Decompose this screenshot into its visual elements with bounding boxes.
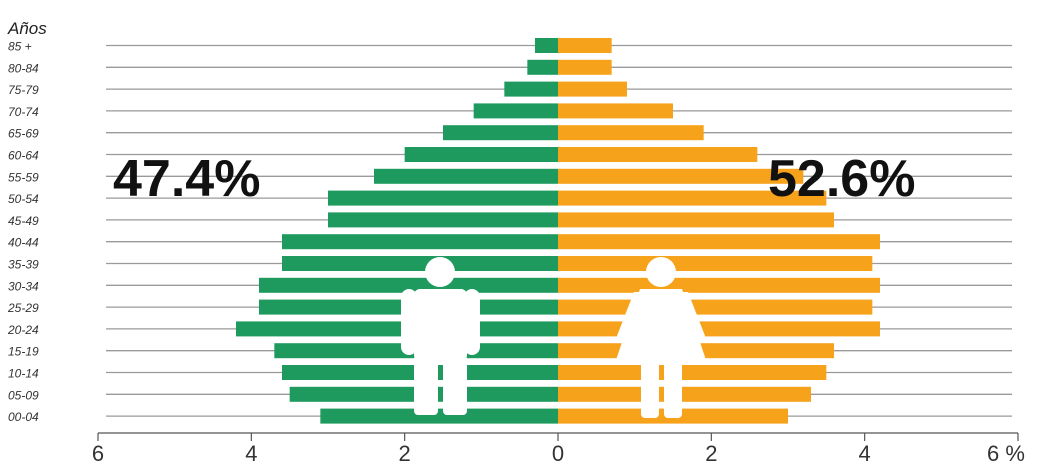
female-bar-60-64	[558, 147, 758, 162]
male-total-label: 47.4%	[113, 150, 260, 208]
male-bar-60-64	[404, 147, 558, 162]
male-bar-45-49	[328, 212, 558, 228]
age-group-label: 85 +	[8, 40, 32, 54]
female-bar-45-49	[558, 212, 834, 228]
x-tick-label: 4	[859, 441, 871, 466]
age-group-label: 50-54	[8, 192, 39, 206]
female-bar-40-44	[558, 234, 880, 250]
age-group-label: 20-24	[7, 323, 39, 337]
male-bar-35-39	[282, 256, 558, 271]
age-group-label: 15-19	[8, 345, 39, 359]
female-total-label: 52.6%	[768, 150, 915, 208]
male-bar-65-69	[443, 125, 558, 141]
age-group-label: 55-59	[8, 170, 39, 184]
age-group-label: 80-84	[8, 61, 39, 75]
age-group-label: 40-44	[8, 236, 39, 250]
female-bar-70-74	[558, 103, 673, 119]
age-group-label: 65-69	[8, 127, 39, 141]
age-group-label: 25-29	[7, 301, 39, 315]
female-bar-20-24	[558, 321, 880, 337]
female-bar-25-29	[558, 299, 873, 315]
female-bar-75-79	[558, 81, 627, 97]
female-bar-10-14	[558, 365, 827, 380]
female-bar-65-69	[558, 125, 704, 141]
female-bar-30-34	[558, 277, 880, 293]
female-bar-05-09	[558, 386, 811, 402]
female-bar-55-59	[558, 168, 804, 184]
x-tick-label: 0	[552, 441, 564, 466]
age-group-label: 45-49	[8, 214, 39, 228]
female-bar-80-84	[558, 59, 612, 75]
age-group-label: 10-14	[8, 367, 39, 381]
male-bar-00-04	[320, 408, 558, 424]
age-group-label: 35-39	[8, 258, 39, 272]
female-bar-85-	[558, 38, 612, 53]
man-icon	[401, 257, 480, 415]
male-bar-75-79	[504, 81, 558, 97]
age-group-label: 60-64	[8, 149, 39, 163]
age-group-labels: 85 + 80-84 75-79 70-74 65-69 60-64 55-59 50-54 4…	[7, 40, 39, 425]
male-bar-20-24	[236, 321, 558, 337]
x-tick-label: 6 %	[987, 441, 1025, 466]
male-bar-50-54	[328, 190, 558, 206]
age-group-label: 70-74	[8, 105, 39, 119]
male-bar-70-74	[473, 103, 558, 119]
woman-icon	[615, 257, 707, 418]
bars	[236, 38, 880, 424]
x-tick-label: 2	[399, 441, 411, 466]
male-bar-85-	[535, 38, 558, 53]
x-tick-label: 4	[245, 441, 257, 466]
female-bar-50-54	[558, 190, 827, 206]
gridlines	[106, 44, 1012, 417]
male-bar-30-34	[259, 277, 558, 293]
age-group-label: 75-79	[8, 83, 39, 97]
female-bar-35-39	[558, 256, 873, 271]
male-bar-40-44	[282, 234, 558, 250]
age-group-label: 00-04	[8, 410, 39, 424]
male-bar-80-84	[527, 59, 558, 75]
x-tick-label: 2	[705, 441, 717, 466]
x-axis: 6 4 2 0 2 4 6 %	[92, 432, 1025, 466]
age-group-label: 30-34	[8, 279, 39, 293]
male-bar-55-59	[374, 168, 558, 184]
age-group-label: 05-09	[8, 388, 39, 402]
x-tick-label: 6	[92, 441, 104, 466]
y-axis-title: Años	[7, 19, 47, 38]
